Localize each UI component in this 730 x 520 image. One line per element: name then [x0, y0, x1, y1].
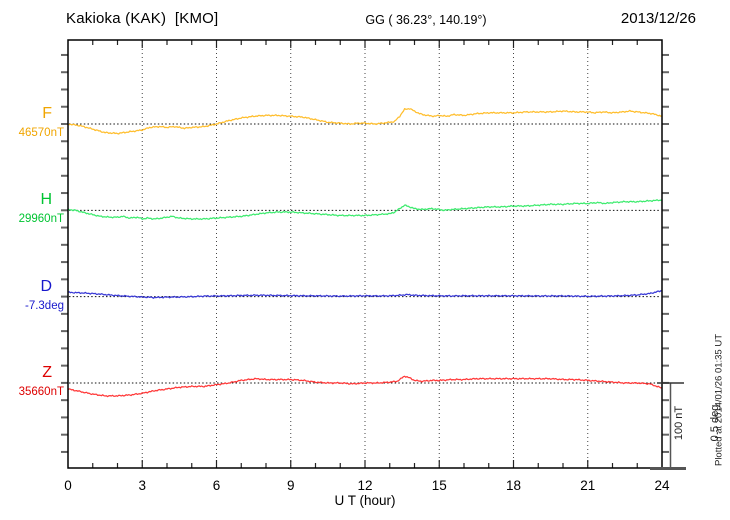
geographic-coordinates: GG ( 36.23°, 140.19°) — [365, 13, 487, 27]
d-trace — [67, 290, 663, 299]
plotted-at-note: Plotted at 2014/01/26 01:35 UT — [713, 333, 725, 467]
x-tick-label-18: 18 — [506, 478, 521, 493]
component-label-h: H — [40, 191, 52, 208]
x-axis-title: U T (hour) — [334, 493, 396, 508]
station-title: Kakioka (KAK) [KMO] — [66, 10, 219, 27]
component-baseline-f: 46570nT — [18, 127, 64, 139]
f-trace — [67, 107, 663, 135]
component-baseline-d: -7.3deg — [24, 300, 64, 312]
x-tick-label-3: 3 — [138, 478, 146, 493]
component-baseline-h: 29960nT — [18, 213, 64, 225]
x-tick-label-15: 15 — [432, 478, 447, 493]
h-trace — [67, 199, 663, 221]
plot-date: 2013/12/26 — [620, 10, 696, 27]
x-tick-label-24: 24 — [654, 478, 670, 493]
x-tick-label-6: 6 — [213, 478, 221, 493]
x-tick-label-12: 12 — [357, 478, 372, 493]
z-trace — [67, 375, 662, 398]
x-tick-label-0: 0 — [64, 478, 72, 493]
x-tick-label-9: 9 — [287, 478, 295, 493]
plot-frame — [67, 39, 663, 469]
component-baseline-z: 35660nT — [18, 386, 64, 398]
x-tick-label-21: 21 — [580, 478, 595, 493]
component-label-f: F — [42, 105, 52, 122]
component-label-d: D — [40, 278, 52, 295]
component-label-z: Z — [42, 364, 52, 381]
scale-bar-label-nt: 100 nT — [673, 405, 685, 441]
